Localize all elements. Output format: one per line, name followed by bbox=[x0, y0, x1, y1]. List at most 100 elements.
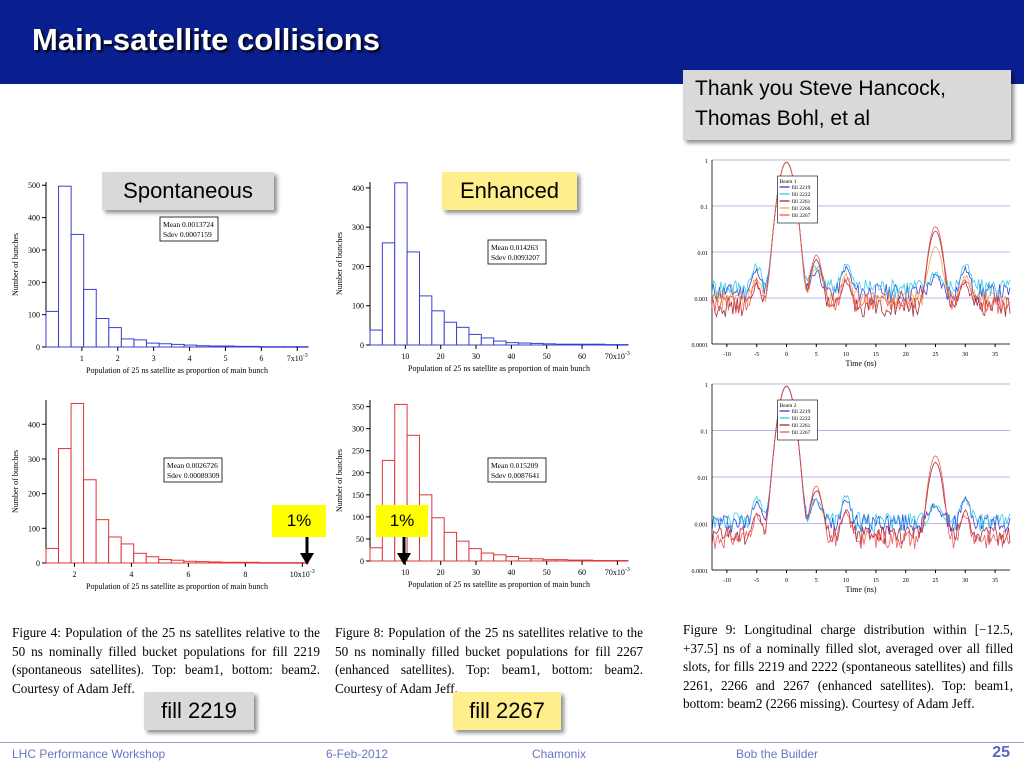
figure9-caption-text: Figure 9: Longitudinal charge distributi… bbox=[683, 622, 1013, 711]
spontaneous-label-text: Spontaneous bbox=[123, 178, 253, 203]
histogram-bar bbox=[70, 402, 85, 564]
stats-sdev: Sdev 0.00089309 bbox=[167, 471, 220, 480]
y-tick-label: 200 bbox=[352, 262, 364, 271]
histogram-bar bbox=[505, 342, 519, 346]
histogram-bar bbox=[505, 556, 519, 562]
histogram-bar bbox=[95, 519, 110, 564]
histogram-bar bbox=[369, 547, 383, 562]
y-tick-label: 0.01 bbox=[698, 251, 709, 257]
x-tick-label: 5 bbox=[815, 352, 818, 358]
histogram-bar bbox=[431, 517, 445, 562]
y-tick-label: 0 bbox=[36, 559, 40, 568]
fill-2219-label-text: fill 2219 bbox=[161, 698, 237, 723]
y-tick-label: 200 bbox=[352, 469, 364, 478]
histogram-bar bbox=[145, 556, 160, 564]
histogram-bar bbox=[592, 343, 606, 346]
x-tick-label: 20 bbox=[903, 352, 909, 358]
footer-workshop: LHC Performance Workshop bbox=[12, 747, 166, 761]
series-line bbox=[711, 161, 1011, 299]
x-axis-label: Population of 25 ns satellite as proport… bbox=[408, 364, 590, 373]
histogram-bar bbox=[108, 536, 122, 564]
stats-mean: Mean 0.0013724 bbox=[163, 220, 214, 229]
histogram-bar bbox=[443, 321, 458, 346]
x-tick-label: 35 bbox=[992, 352, 998, 358]
histogram-bar bbox=[567, 343, 581, 346]
histogram-bar bbox=[83, 288, 97, 348]
histogram-bar bbox=[530, 342, 544, 346]
figure9-caption: Figure 9: Longitudinal charge distributi… bbox=[683, 621, 1013, 714]
arrow-down-icon bbox=[300, 537, 314, 565]
enhanced-label: Enhanced bbox=[442, 172, 577, 210]
histogram-bar bbox=[258, 562, 273, 564]
histogram-bar bbox=[70, 233, 85, 348]
histogram-bar bbox=[58, 185, 72, 348]
histogram-bar bbox=[542, 559, 557, 562]
series-line bbox=[711, 385, 1011, 533]
x-tick-label: 0 bbox=[785, 352, 788, 358]
histogram-bar bbox=[406, 251, 420, 346]
histogram-bar bbox=[443, 531, 458, 562]
y-tick-label: 200 bbox=[28, 490, 40, 499]
x-tick-label: 50 bbox=[543, 568, 551, 577]
legend-label: fill 2267 bbox=[792, 429, 811, 436]
histogram-bar bbox=[284, 346, 298, 348]
y-tick-label: 300 bbox=[28, 455, 40, 464]
legend-box bbox=[777, 399, 818, 441]
histogram-bar bbox=[604, 560, 618, 562]
y-axis-label: Number of bunches bbox=[335, 232, 344, 295]
histogram-bar bbox=[567, 559, 581, 562]
histogram-bar bbox=[296, 346, 309, 348]
histogram-bar bbox=[133, 339, 147, 348]
x-tick-label: 30 bbox=[472, 352, 480, 361]
y-tick-label: 100 bbox=[352, 513, 364, 522]
x-tick-label: 25 bbox=[933, 352, 939, 358]
y-tick-label: 1 bbox=[705, 383, 708, 389]
histogram-bar bbox=[418, 295, 433, 346]
x-tick-label: 15 bbox=[873, 578, 879, 584]
legend-label: fill 2267 bbox=[792, 212, 811, 219]
histogram-2219-beam2: 0 100 200 300 400 2 4 6 8 10x10-3 Population of 25… bbox=[11, 400, 315, 591]
histogram-bar bbox=[456, 326, 470, 346]
histogram-bar bbox=[195, 561, 210, 564]
histogram-bar bbox=[221, 345, 235, 348]
histogram-bar bbox=[381, 242, 396, 346]
y-tick-label: 400 bbox=[352, 184, 364, 193]
x-tick-label: 25 bbox=[933, 578, 939, 584]
y-tick-label: 0.0001 bbox=[692, 343, 709, 349]
page-number: 25 bbox=[992, 744, 1010, 761]
y-tick-label: 0 bbox=[360, 341, 364, 350]
y-tick-label: 200 bbox=[28, 278, 40, 287]
histogram-bar bbox=[120, 338, 135, 348]
x-tick-label: 20 bbox=[437, 568, 445, 577]
one-percent-badge-left: 1% bbox=[272, 505, 326, 537]
x-tick-label: 30 bbox=[962, 352, 968, 358]
histogram-bar bbox=[208, 345, 223, 348]
series-line bbox=[711, 385, 1011, 550]
series-line bbox=[711, 161, 1011, 315]
profile-beam1: 0.0001 0.001 0.01 0.1 1 -10 -5 0 5 10 15 20 25 30 35 Ti… bbox=[692, 159, 1011, 368]
x-tick-label: 1 bbox=[80, 354, 84, 363]
y-tick-label: 300 bbox=[352, 223, 364, 232]
stats-mean: Mean 0.015209 bbox=[491, 461, 538, 470]
histogram-bar bbox=[245, 561, 260, 564]
histogram-bar bbox=[431, 310, 445, 346]
histogram-bar bbox=[208, 561, 222, 564]
stats-box bbox=[487, 239, 547, 265]
x-tick-label: 5 bbox=[223, 354, 227, 363]
x-axis-label: Population of 25 ns satellite as proport… bbox=[408, 580, 590, 589]
y-axis-label: Number of bunches bbox=[335, 449, 344, 512]
histogram-bar bbox=[145, 342, 160, 348]
x-tick-label: 50 bbox=[543, 352, 551, 361]
histogram-bar bbox=[468, 333, 482, 346]
y-tick-label: 0 bbox=[36, 343, 40, 352]
legend-title: Beam 1 bbox=[780, 179, 797, 185]
x-tick-label: 40 bbox=[507, 352, 515, 361]
one-percent-badge-right: 1% bbox=[376, 505, 428, 537]
y-tick-label: 0.001 bbox=[695, 523, 709, 529]
histogram-bar bbox=[592, 560, 606, 562]
histogram-bar bbox=[283, 562, 298, 564]
y-tick-label: 300 bbox=[352, 425, 364, 434]
x-tick-label: 8 bbox=[243, 570, 247, 579]
footer-author: Bob the Builder bbox=[736, 747, 819, 761]
histogram-bar bbox=[183, 560, 197, 564]
